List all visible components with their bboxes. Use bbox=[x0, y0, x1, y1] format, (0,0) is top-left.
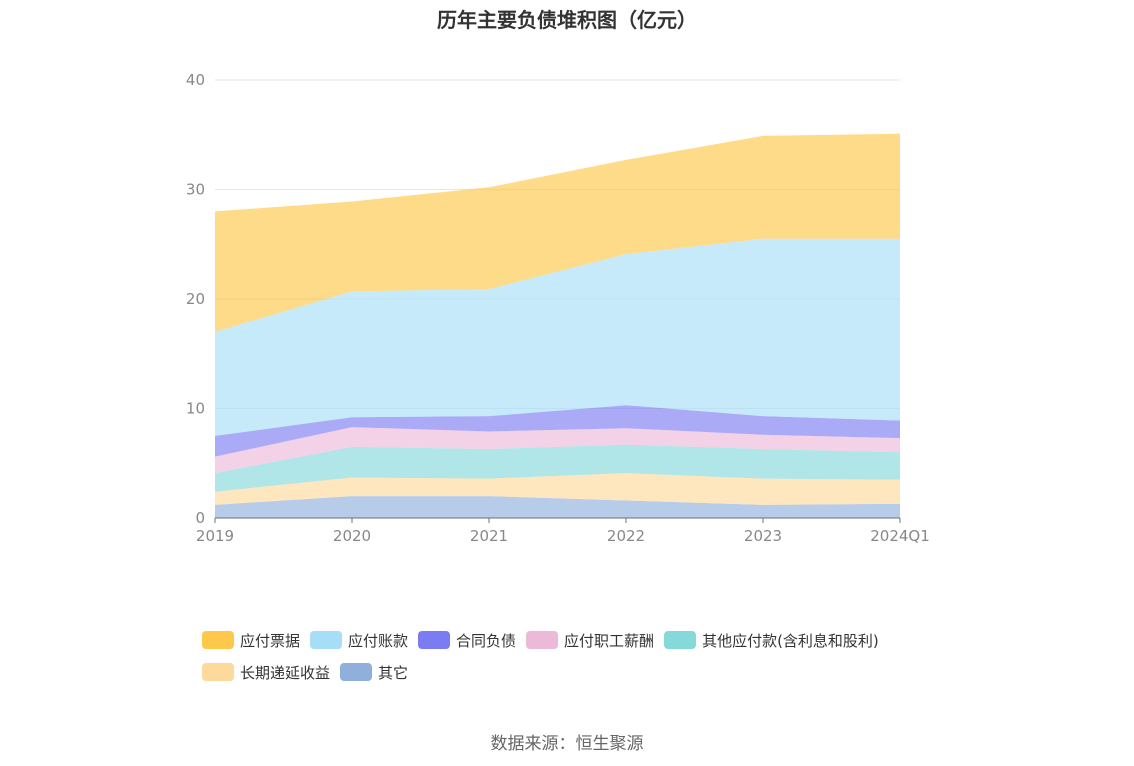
legend-item[interactable]: 应付账款 bbox=[310, 630, 408, 650]
y-tick-label: 30 bbox=[186, 181, 205, 199]
legend-item[interactable]: 其他应付款(含利息和股利) bbox=[664, 630, 879, 650]
y-tick-label: 10 bbox=[186, 400, 205, 418]
y-tick-label: 0 bbox=[195, 509, 205, 527]
legend-item[interactable]: 其它 bbox=[340, 662, 408, 682]
area-series-5 bbox=[215, 238, 900, 436]
x-tick-label: 2021 bbox=[470, 527, 508, 545]
x-tick-label: 2023 bbox=[744, 527, 782, 545]
source-note: 数据来源：恒生聚源 bbox=[490, 734, 644, 754]
area-series-4 bbox=[215, 405, 900, 457]
legend-label: 长期递延收益 bbox=[240, 663, 331, 682]
stacked-area-chart: 0 10 20 30 40 2019 2020 2021 2022 2023 2024Q1 bbox=[186, 71, 930, 545]
area-series-6 bbox=[215, 133, 900, 332]
x-tick-label: 2022 bbox=[607, 527, 645, 545]
area-series-3 bbox=[215, 427, 900, 474]
legend-label: 其它 bbox=[378, 663, 409, 682]
legend-swatch bbox=[202, 631, 234, 649]
area-series-2 bbox=[215, 444, 900, 492]
x-tick-label: 2020 bbox=[333, 527, 371, 545]
area-series-1 bbox=[215, 473, 900, 505]
chart-title: 历年主要负债堆积图（亿元） bbox=[437, 8, 697, 32]
legend-item[interactable]: 合同负债 bbox=[418, 630, 516, 650]
area-series-0 bbox=[215, 496, 900, 518]
x-tick-label: 2019 bbox=[196, 527, 234, 545]
x-tick-label: 2024Q1 bbox=[870, 527, 930, 545]
legend-swatch bbox=[340, 663, 373, 681]
area-series bbox=[215, 133, 900, 518]
legend-label: 应付票据 bbox=[240, 631, 301, 650]
legend-label: 其他应付款(含利息和股利) bbox=[702, 631, 879, 650]
y-tick-label: 20 bbox=[186, 290, 205, 308]
axes: 0 10 20 30 40 2019 2020 2021 2022 2023 2024Q1 bbox=[186, 71, 930, 545]
legend-label: 合同负债 bbox=[456, 631, 517, 650]
legend-item[interactable]: 应付职工薪酬 bbox=[526, 630, 654, 650]
legend-label: 应付账款 bbox=[348, 631, 409, 650]
legend-item[interactable]: 应付票据 bbox=[202, 630, 300, 650]
legend-swatch bbox=[202, 663, 234, 681]
legend-swatch bbox=[526, 631, 559, 649]
legend-swatch bbox=[664, 631, 697, 649]
y-tick-label: 40 bbox=[186, 71, 205, 89]
legend-items: 应付票据 应付账款 合同负债 应付职工薪酬 其他应付款(含利息和股利) 长期递延收益 其它 bbox=[202, 630, 962, 694]
legend-swatch bbox=[418, 631, 451, 649]
legend-item[interactable]: 长期递延收益 bbox=[202, 662, 330, 682]
legend-label: 应付职工薪酬 bbox=[564, 631, 655, 650]
legend-swatch bbox=[310, 631, 343, 649]
legend: 应付票据 应付账款 合同负债 应付职工薪酬 其他应付款(含利息和股利) 长期递延收益 其它 bbox=[202, 630, 962, 694]
